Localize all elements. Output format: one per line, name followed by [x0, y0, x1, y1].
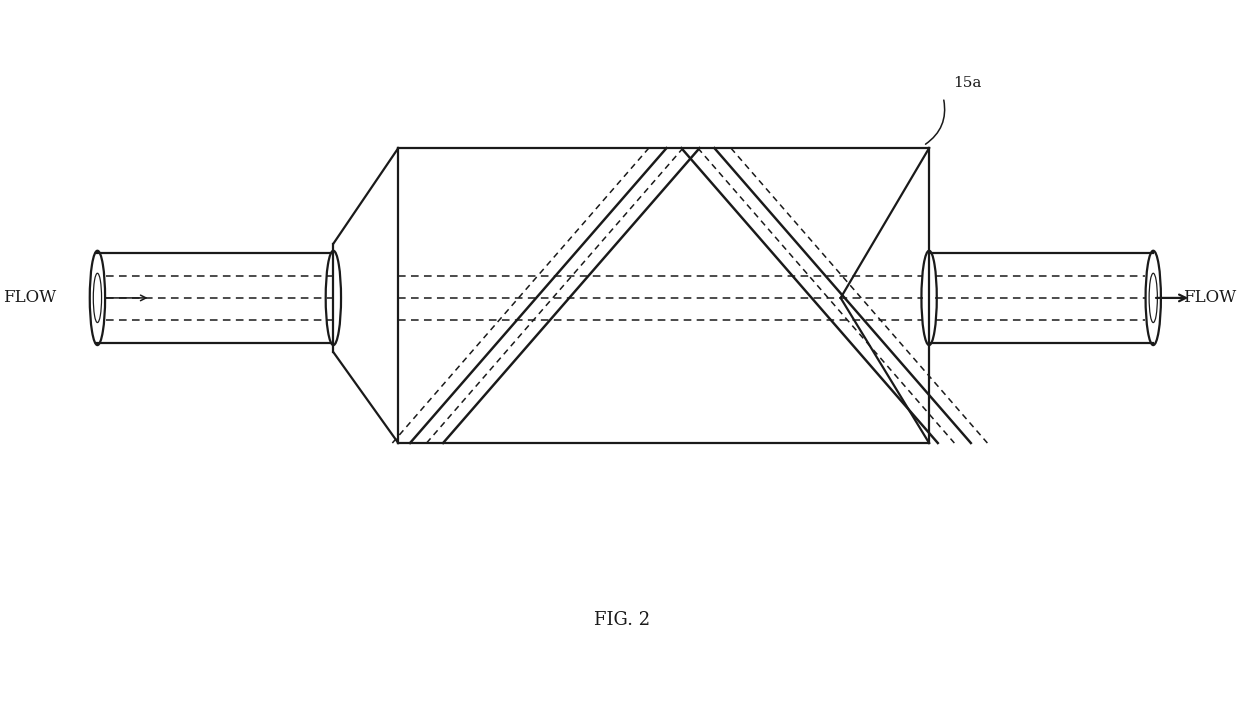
FancyArrowPatch shape [925, 100, 945, 144]
Text: FIG. 2: FIG. 2 [594, 611, 651, 629]
Text: FLOW: FLOW [1183, 289, 1236, 306]
Text: 15a: 15a [952, 77, 981, 91]
Text: FLOW: FLOW [2, 289, 56, 306]
